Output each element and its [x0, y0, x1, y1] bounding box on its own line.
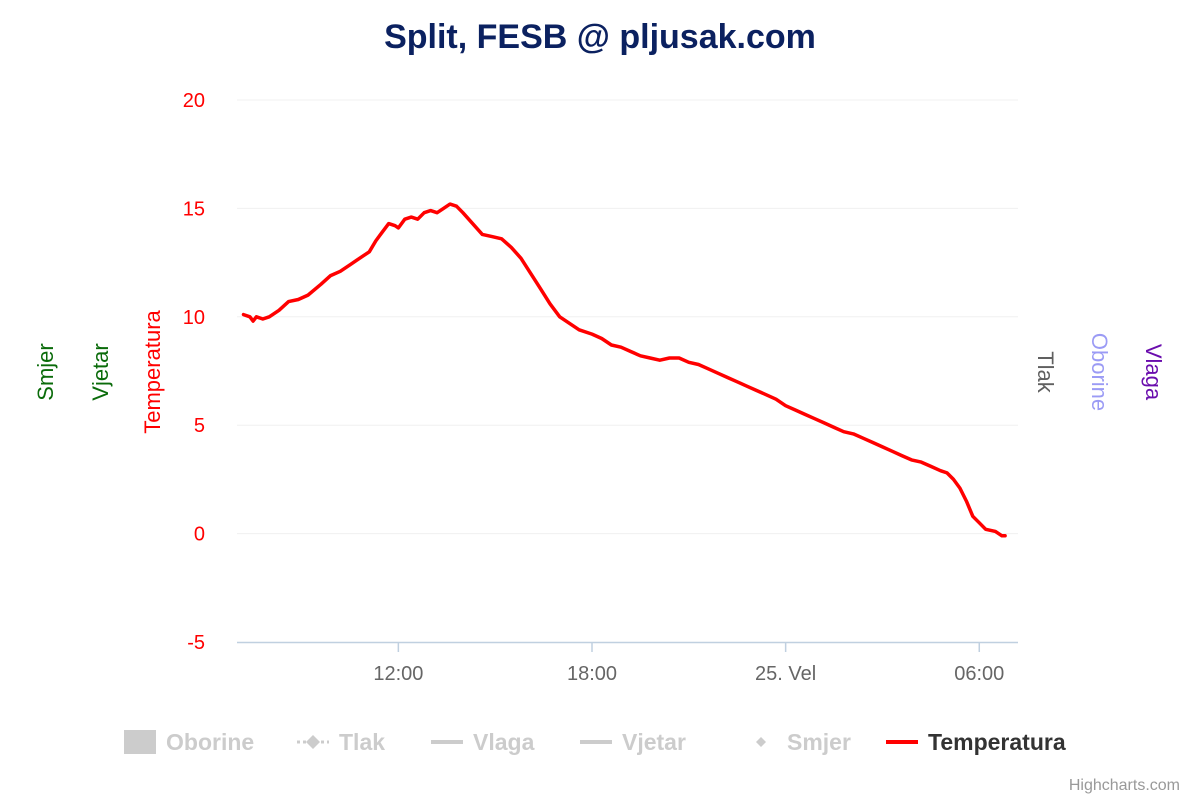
legend-label-vlaga: Vlaga	[473, 729, 535, 755]
legend-item-vjetar[interactable]: Vjetar	[580, 729, 686, 755]
series-group	[241, 202, 1007, 538]
legend-symbol-diamond	[306, 735, 320, 749]
side-axis-title-1: Vjetar	[88, 343, 113, 400]
series-line-temperatura	[241, 202, 1007, 538]
y-axis-title: Temperatura	[140, 309, 165, 433]
x-tick-label-3: 06:00	[954, 663, 1004, 685]
y-tick-label-4: 0	[194, 524, 205, 546]
y-axis-ticks: 20 15 10 5 0 -5	[183, 90, 205, 654]
y-tick-label-1: 15	[183, 198, 205, 220]
legend-label-tlak: Tlak	[339, 729, 385, 755]
x-tick-label-0: 12:00	[373, 663, 423, 685]
legend: Oborine Tlak Vlaga Vjetar Smjer Temperatura	[124, 729, 1066, 755]
legend-item-temperatura[interactable]: Temperatura	[886, 729, 1066, 755]
legend-symbol-diamond	[756, 737, 766, 747]
x-tick-label-1: 18:00	[567, 663, 617, 685]
side-axis-title-0: Smjer	[33, 343, 58, 400]
legend-item-vlaga[interactable]: Vlaga	[431, 729, 535, 755]
grid-lines	[237, 99, 1018, 535]
y-tick-label-0: 20	[183, 90, 205, 112]
credits-link[interactable]: Highcharts.com	[1069, 777, 1180, 794]
side-axis-title-3: Oborine	[1087, 333, 1112, 411]
legend-item-tlak[interactable]: Tlak	[297, 729, 385, 755]
legend-label-oborine: Oborine	[166, 729, 254, 755]
y-tick-label-2: 10	[183, 307, 205, 329]
side-axis-titles: Smjer Vjetar Tlak Oborine Vlaga	[33, 333, 1166, 411]
side-axis-title-4: Vlaga	[1141, 344, 1166, 401]
side-axis-title-2: Tlak	[1033, 351, 1058, 394]
chart-title: Split, FESB @ pljusak.com	[384, 18, 816, 56]
x-tick-label-2: 25. Vel	[755, 663, 816, 685]
y-tick-label-5: -5	[187, 632, 205, 654]
legend-symbol	[124, 730, 156, 754]
y-tick-label-3: 5	[194, 415, 205, 437]
legend-label-temperatura: Temperatura	[928, 729, 1066, 755]
x-axis-ticks: 12:00 18:00 25. Vel 06:00	[373, 642, 1004, 685]
legend-label-smjer: Smjer	[787, 729, 851, 755]
legend-item-smjer[interactable]: Smjer	[756, 729, 851, 755]
legend-label-vjetar: Vjetar	[622, 729, 686, 755]
legend-item-oborine[interactable]: Oborine	[124, 729, 254, 755]
